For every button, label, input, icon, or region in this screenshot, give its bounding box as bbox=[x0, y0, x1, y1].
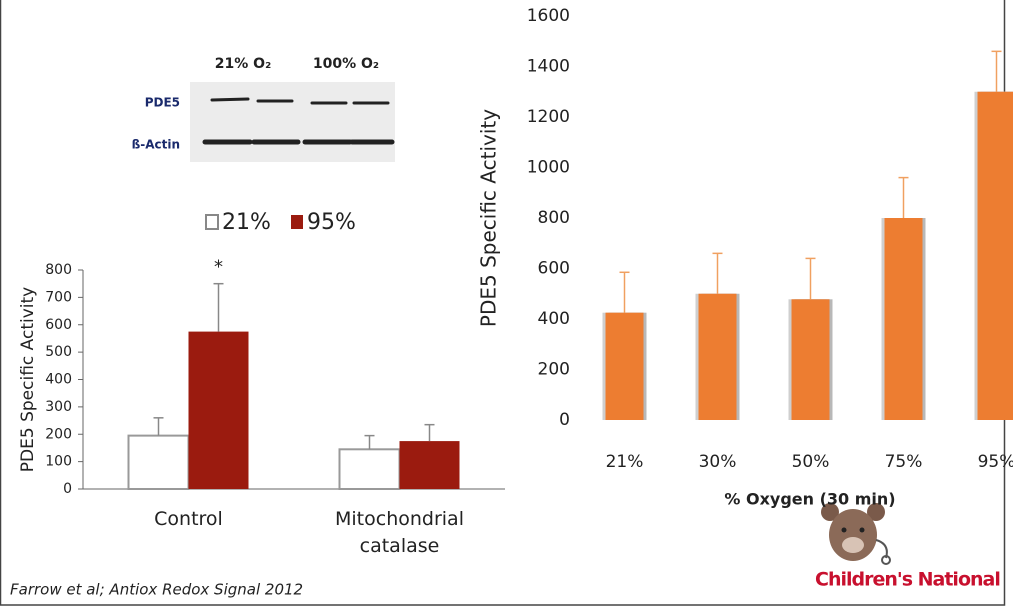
x-tick-label: 50% bbox=[792, 452, 830, 472]
bar bbox=[606, 313, 644, 420]
y-tick-label: 1400 bbox=[527, 57, 570, 77]
x-tick-label: 75% bbox=[885, 452, 923, 472]
annotation: * bbox=[214, 257, 223, 278]
logo-text: Children's National bbox=[815, 569, 1000, 591]
x-tick-label: 21% bbox=[606, 452, 644, 472]
bar bbox=[400, 441, 460, 489]
y-tick-label: 1200 bbox=[527, 107, 570, 127]
x-tick-label: Mitochondrial catalase bbox=[315, 506, 485, 560]
bar bbox=[340, 449, 400, 489]
y-tick-label: 800 bbox=[538, 208, 570, 228]
bar bbox=[885, 218, 923, 420]
x-tick-label: 30% bbox=[699, 452, 737, 472]
legend-label: 21% bbox=[222, 210, 271, 235]
bar bbox=[699, 294, 737, 420]
y-tick-label: 0 bbox=[559, 410, 570, 430]
y-tick-label: 600 bbox=[538, 259, 570, 279]
citation: Farrow et al; Antiox Redox Signal 2012 bbox=[10, 581, 303, 599]
y-tick-label: 1000 bbox=[527, 158, 570, 178]
y-tick-label: 300 bbox=[45, 399, 72, 415]
y-tick-label: 800 bbox=[45, 262, 72, 278]
y-tick-label: 400 bbox=[538, 309, 570, 329]
y-tick-label: 700 bbox=[45, 289, 72, 305]
legend-swatch bbox=[206, 215, 218, 229]
y-tick-label: 400 bbox=[45, 372, 72, 388]
y-tick-label: 500 bbox=[45, 344, 72, 360]
blot-column: 21% O₂ bbox=[215, 56, 271, 72]
legend-swatch bbox=[291, 215, 303, 229]
y-tick-label: 1600 bbox=[527, 6, 570, 26]
y-axis-label: PDE5 Specific Activity bbox=[18, 287, 38, 472]
bar bbox=[129, 436, 189, 489]
legend-label: 95% bbox=[307, 210, 356, 235]
blot-image bbox=[190, 82, 395, 162]
y-axis-label: PDE5 Specific Activity bbox=[477, 109, 501, 327]
x-tick-label: 95% bbox=[978, 452, 1013, 472]
bar bbox=[189, 332, 249, 489]
bar bbox=[792, 299, 830, 420]
logo-bear bbox=[821, 503, 890, 564]
y-tick-label: 600 bbox=[45, 317, 72, 333]
blot-row: PDE5 bbox=[145, 96, 180, 110]
y-tick-label: 100 bbox=[45, 454, 72, 470]
slide: 21% O₂ 100% O₂ PDE5 ß-Actin Farrow et al… bbox=[0, 0, 1013, 608]
y-tick-label: 200 bbox=[538, 360, 570, 380]
x-axis-label: % Oxygen (30 min) bbox=[724, 490, 895, 509]
blot-column: 100% O₂ bbox=[313, 56, 379, 72]
bar bbox=[978, 92, 1013, 420]
blot-row: ß-Actin bbox=[132, 138, 180, 152]
y-tick-label: 200 bbox=[45, 426, 72, 442]
x-tick-label: Control bbox=[104, 506, 274, 533]
y-tick-label: 0 bbox=[63, 481, 72, 497]
